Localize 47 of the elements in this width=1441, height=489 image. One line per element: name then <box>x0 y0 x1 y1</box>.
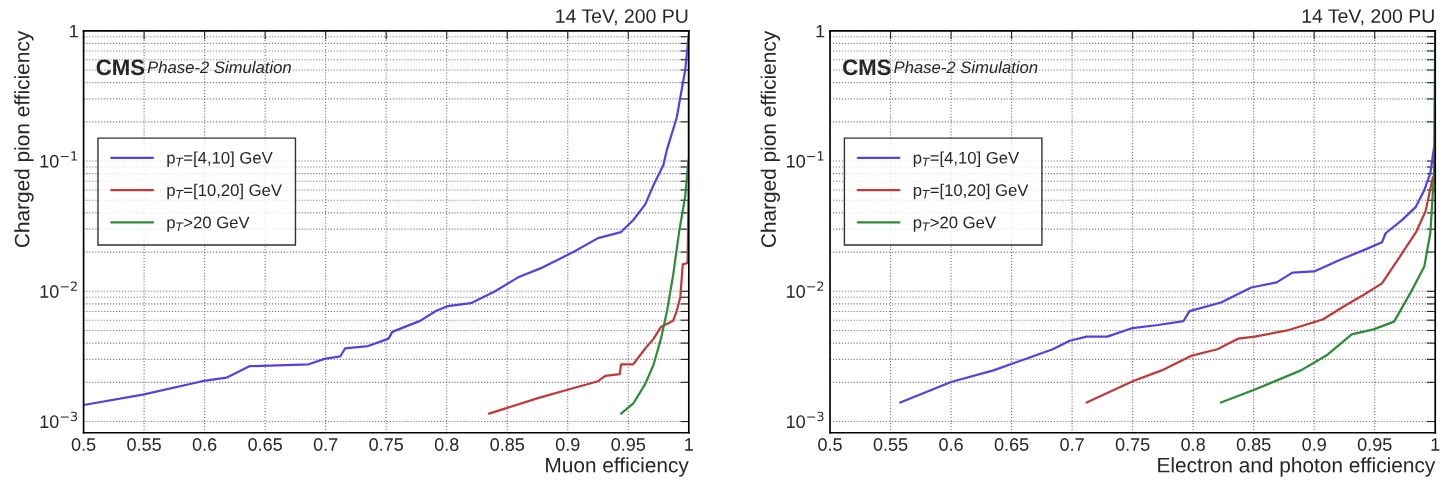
annotation: Phase-2 Simulation <box>894 60 1038 74</box>
x-tick-label: 1 <box>1431 438 1440 451</box>
x-tick-label: 0.5 <box>818 438 842 451</box>
y-axis-title: Charged pion efficiency <box>14 30 34 248</box>
text: 14 TeV, 200 PU <box>1302 9 1434 26</box>
y-tick-label: 10$^{−3}$ <box>786 411 824 429</box>
x-tick-label: 0.5 <box>71 438 96 451</box>
x-tick-label: 0.7 <box>1060 438 1084 451</box>
legend-label: p$_{T}$>20 GeV <box>913 216 996 232</box>
legend-label: p$_{T}$=[10,20] GeV <box>913 183 1029 200</box>
x-axis-title: Muon efficiency <box>546 457 689 477</box>
y-tick-label: 10$^{−2}$ <box>786 281 824 298</box>
x-axis-title: Electron and photon efficiency <box>1158 457 1436 477</box>
x-tick-label: 1 <box>685 438 693 451</box>
y-tick-label: 10$^{−1}$ <box>40 151 77 168</box>
x-tick-label: 0.55 <box>873 438 908 451</box>
x-tick-label: 0.85 <box>1236 438 1271 451</box>
y-tick-label: 1 <box>816 24 825 38</box>
x-tick-label: 0.9 <box>1302 438 1326 451</box>
x-tick-label: 0.95 <box>611 438 646 451</box>
x-tick-label: 0.95 <box>1357 438 1392 451</box>
text: 14 TeV, 200 PU <box>556 9 688 26</box>
x-tick-label: 0.85 <box>490 438 525 451</box>
legend-label: p$_{T}$>20 GeV <box>167 216 250 232</box>
y-tick-label: 10$^{−2}$ <box>40 281 77 298</box>
x-tick-label: 0.6 <box>939 438 963 451</box>
annotation: CMS <box>96 59 145 76</box>
y-tick-label: 10$^{−3}$ <box>40 411 78 429</box>
x-tick-label: 0.65 <box>248 438 282 451</box>
legend-label: p$_{T}$=[10,20] GeV <box>167 183 282 200</box>
x-tick-label: 0.8 <box>434 438 459 451</box>
x-tick-label: 0.9 <box>555 438 580 451</box>
line-series <box>1085 176 1434 404</box>
legend-label: p$_{T}$=[4,10] GeV <box>167 151 273 167</box>
x-tick-label: 0.55 <box>127 438 161 451</box>
annotation: Phase-2 Simulation <box>147 60 291 74</box>
annotation: CMS <box>843 59 891 76</box>
x-tick-label: 0.7 <box>313 438 338 451</box>
x-tick-label: 0.75 <box>1115 438 1150 451</box>
x-tick-label: 0.8 <box>1181 438 1205 451</box>
y-axis-title: Charged pion efficiency <box>760 30 781 248</box>
x-tick-label: 0.75 <box>369 438 403 451</box>
y-tick-label: 1 <box>70 24 78 38</box>
y-tick-label: 10$^{−1}$ <box>786 151 824 168</box>
x-tick-label: 0.6 <box>192 438 217 451</box>
x-tick-label: 0.65 <box>994 438 1029 451</box>
legend-label: p$_{T}$=[4,10] GeV <box>913 151 1020 167</box>
